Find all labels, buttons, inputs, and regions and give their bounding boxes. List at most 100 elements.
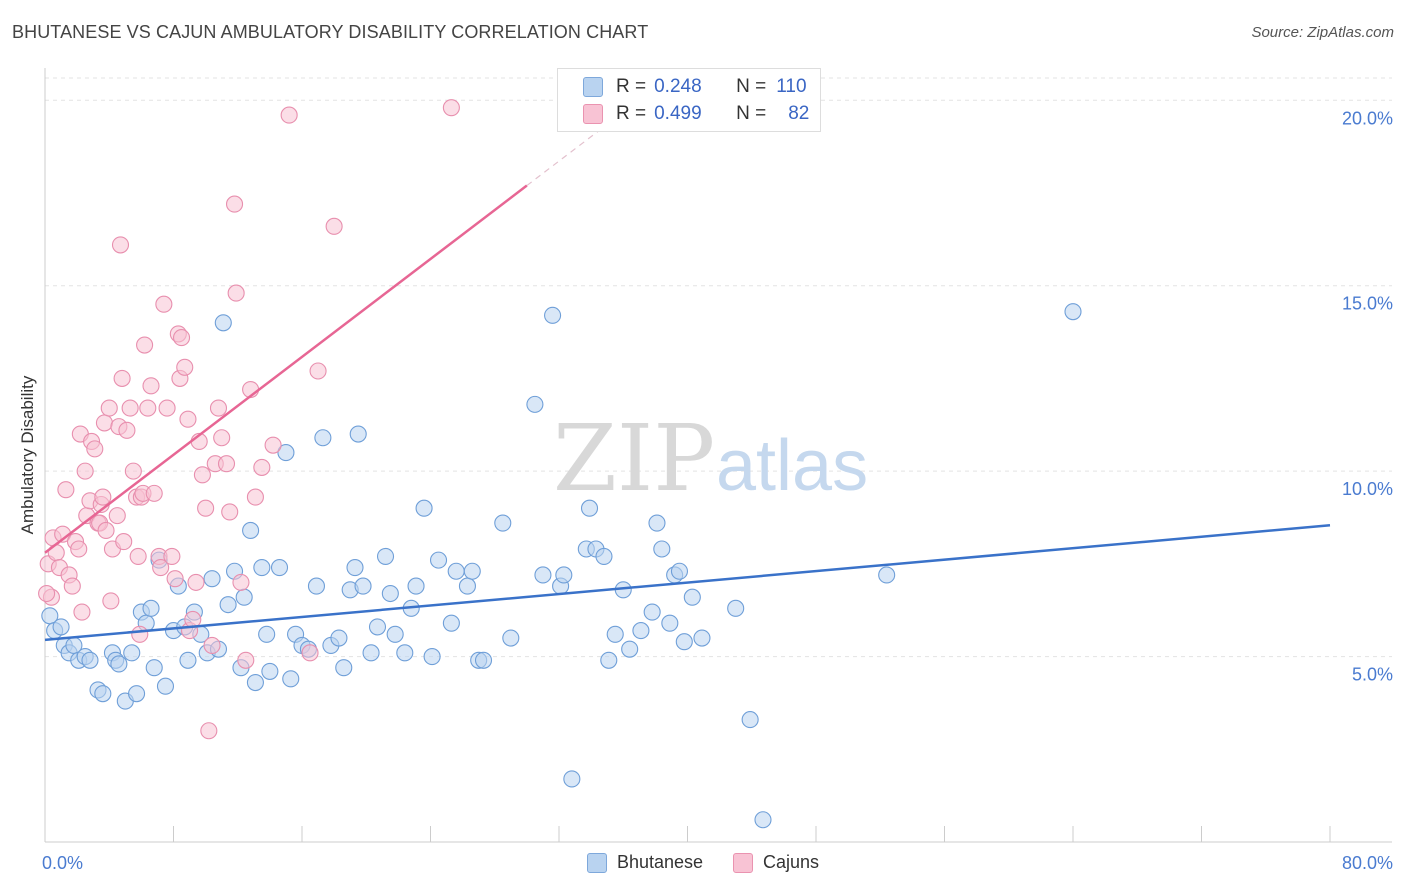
bhutanese-point bbox=[242, 521, 260, 540]
cajun-point bbox=[97, 521, 115, 540]
bhutanese-point bbox=[179, 651, 197, 669]
cajun-point bbox=[152, 559, 170, 577]
bhutanese-point bbox=[261, 662, 279, 680]
bhutanese-point bbox=[381, 584, 399, 603]
legend-swatch-bhutanese bbox=[586, 852, 607, 873]
cajun-trend-line bbox=[44, 184, 528, 554]
cajun-point bbox=[139, 399, 157, 417]
cajun-point bbox=[95, 414, 113, 432]
bhutanese-point bbox=[277, 444, 295, 462]
bhutanese-point bbox=[727, 599, 745, 617]
cajun-points bbox=[38, 99, 460, 740]
legend-label-bhutanese: Bhutanese bbox=[616, 852, 704, 872]
cajun-point bbox=[246, 488, 264, 506]
r-value: 0.499 bbox=[654, 103, 702, 124]
cajun-point bbox=[129, 547, 147, 565]
y-tick-label: 5.0% bbox=[1352, 665, 1393, 685]
bhutanese-point bbox=[407, 577, 425, 595]
cajun-point bbox=[442, 99, 460, 117]
cajun-point bbox=[197, 499, 215, 517]
cajun-point bbox=[102, 592, 120, 610]
bhutanese-point bbox=[632, 622, 650, 640]
n-value: 110 bbox=[776, 76, 807, 97]
cajun-point bbox=[176, 358, 194, 376]
cajun-point bbox=[57, 481, 75, 499]
r-label: R = bbox=[616, 76, 647, 97]
y-tick-label: 20.0% bbox=[1342, 108, 1393, 128]
bhutanese-point bbox=[203, 570, 221, 588]
cajun-point bbox=[136, 336, 154, 354]
cajun-point bbox=[237, 651, 255, 669]
x-tick-label-max: 80.0% bbox=[1342, 853, 1393, 873]
bhutanese-point bbox=[214, 314, 232, 332]
legend: Bhutanese Cajuns bbox=[0, 852, 1406, 873]
x-tick-label-min: 0.0% bbox=[42, 853, 83, 873]
bhutanese-point bbox=[458, 577, 476, 595]
bhutanese-point bbox=[878, 566, 896, 584]
stats-swatch-cajuns bbox=[583, 104, 603, 124]
cajun-point bbox=[86, 440, 104, 458]
n-value: 82 bbox=[788, 103, 810, 124]
bhutanese-point bbox=[653, 540, 671, 558]
tick-labels: 5.0% 10.0% 15.0% 20.0% 0.0% 80.0% bbox=[42, 108, 1393, 873]
cajun-point bbox=[166, 570, 184, 588]
bhutanese-point bbox=[235, 588, 253, 606]
bhutanese-point bbox=[123, 644, 141, 662]
bhutanese-point bbox=[156, 677, 175, 695]
gridlines bbox=[45, 77, 1392, 658]
bhutanese-point bbox=[258, 625, 276, 643]
bhutanese-point bbox=[643, 603, 661, 621]
cajun-point bbox=[227, 284, 245, 302]
bhutanese-point bbox=[544, 306, 562, 324]
cajun-point bbox=[309, 362, 327, 380]
cajun-point bbox=[213, 429, 231, 447]
bhutanese-point bbox=[534, 566, 552, 584]
legend-swatch-cajuns bbox=[733, 852, 754, 873]
stats-box: R = 0.248 N = 110 R = 0.499 N = 82 bbox=[557, 68, 821, 132]
bhutanese-point bbox=[145, 659, 163, 677]
bhutanese-point bbox=[307, 577, 326, 595]
legend-item-cajuns: Cajuns bbox=[733, 852, 819, 873]
bhutanese-point bbox=[621, 640, 639, 658]
cajun-point bbox=[76, 462, 94, 480]
bhutanese-point bbox=[555, 566, 573, 584]
cajun-point bbox=[145, 484, 163, 502]
cajun-point bbox=[280, 106, 298, 124]
cajun-point bbox=[203, 636, 221, 654]
cajun-point bbox=[100, 399, 118, 417]
bhutanese-trend-line bbox=[44, 524, 1331, 642]
bhutanese-point bbox=[670, 562, 689, 580]
cajun-point bbox=[200, 722, 218, 740]
bhutanese-point bbox=[463, 562, 481, 580]
bhutanese-point bbox=[494, 514, 512, 532]
y-tick-label: 10.0% bbox=[1342, 479, 1393, 499]
bhutanese-point bbox=[675, 633, 693, 651]
cajun-point bbox=[163, 547, 181, 565]
cajun-point bbox=[73, 603, 91, 621]
cajun-point bbox=[301, 644, 319, 662]
cajun-point bbox=[113, 369, 131, 387]
axes bbox=[44, 68, 1392, 843]
cajun-point bbox=[221, 503, 239, 521]
bhutanese-point bbox=[282, 670, 300, 688]
n-label: N = bbox=[736, 76, 767, 97]
bhutanese-point bbox=[142, 599, 160, 617]
bhutanese-point bbox=[219, 596, 237, 614]
bhutanese-point bbox=[1064, 303, 1082, 321]
cajun-point bbox=[124, 462, 142, 480]
stats-row-bhutanese: R = 0.248 N = 110 bbox=[583, 75, 807, 99]
bhutanese-point bbox=[346, 559, 364, 577]
bhutanese-point bbox=[396, 644, 414, 662]
bhutanese-point bbox=[349, 425, 367, 443]
bhutanese-point bbox=[270, 559, 289, 577]
cajun-point bbox=[172, 329, 191, 347]
cajun-point bbox=[131, 625, 149, 643]
bhutanese-points bbox=[41, 303, 1082, 829]
watermark-zip: ZIP bbox=[553, 405, 715, 512]
bhutanese-point bbox=[81, 651, 99, 669]
cajun-point bbox=[225, 195, 244, 213]
bhutanese-point bbox=[423, 648, 441, 666]
cajun-point bbox=[253, 458, 271, 476]
bhutanese-point bbox=[447, 562, 465, 580]
cajun-point bbox=[193, 466, 211, 484]
